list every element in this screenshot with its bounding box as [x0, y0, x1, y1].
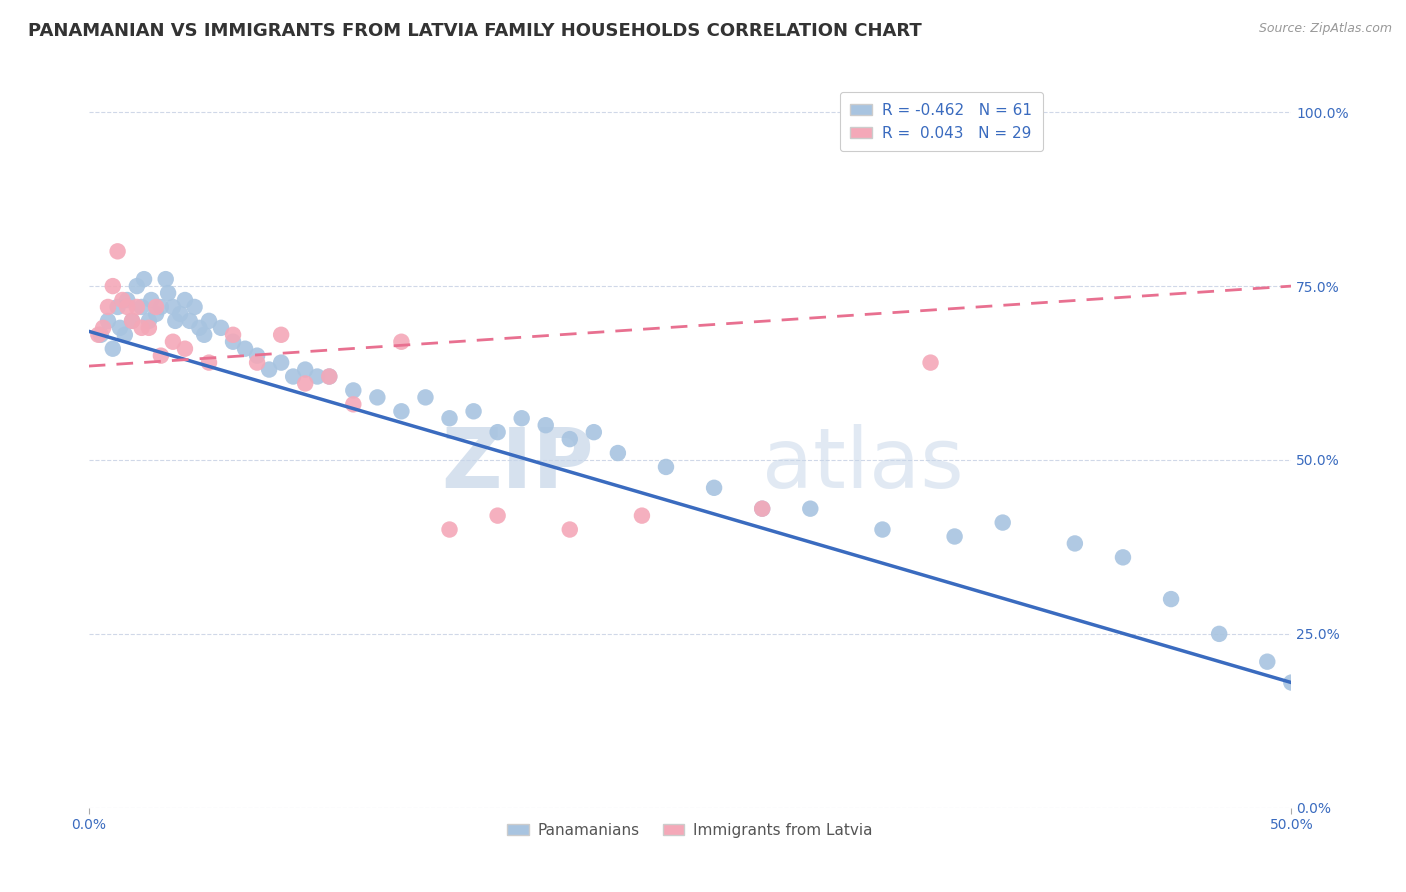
Point [183, 300, 205, 314]
Point [97, 300, 120, 314]
Point [1279, 675, 1302, 690]
Text: ZIP: ZIP [441, 424, 593, 505]
Point [149, 300, 172, 314]
Point [174, 293, 197, 307]
Point [198, 314, 221, 328]
Point [174, 342, 197, 356]
Point [1112, 550, 1135, 565]
Point [558, 432, 581, 446]
Point [486, 508, 509, 523]
Point [534, 418, 557, 433]
Point [209, 321, 232, 335]
Point [233, 342, 256, 356]
Point [179, 314, 201, 328]
Point [169, 307, 191, 321]
Point [115, 293, 138, 307]
Point [366, 390, 388, 404]
Point [246, 349, 269, 363]
Point [149, 349, 172, 363]
Point [270, 356, 292, 370]
Point [157, 286, 180, 301]
Point [138, 321, 160, 335]
Point [270, 327, 292, 342]
Point [222, 327, 245, 342]
Point [87, 327, 110, 342]
Point [558, 523, 581, 537]
Point [222, 334, 245, 349]
Point [141, 293, 163, 307]
Point [439, 523, 461, 537]
Point [193, 327, 215, 342]
Point [439, 411, 461, 425]
Point [162, 334, 184, 349]
Point [1208, 627, 1230, 641]
Point [294, 376, 316, 391]
Point [97, 314, 120, 328]
Point [145, 307, 167, 321]
Point [318, 369, 340, 384]
Point [115, 300, 138, 314]
Point [510, 411, 533, 425]
Point [125, 300, 148, 314]
Point [799, 501, 821, 516]
Legend: Panamanians, Immigrants from Latvia: Panamanians, Immigrants from Latvia [501, 817, 879, 844]
Point [131, 300, 153, 314]
Point [121, 314, 143, 328]
Point [165, 314, 187, 328]
Point [991, 516, 1014, 530]
Point [655, 459, 678, 474]
Point [463, 404, 485, 418]
Point [188, 321, 211, 335]
Point [155, 272, 177, 286]
Point [943, 529, 966, 543]
Point [751, 501, 773, 516]
Point [101, 342, 124, 356]
Point [145, 300, 167, 314]
Point [631, 508, 654, 523]
Text: atlas: atlas [762, 424, 965, 505]
Point [111, 293, 134, 307]
Point [342, 397, 364, 411]
Point [1160, 592, 1182, 607]
Point [342, 384, 364, 398]
Point [486, 425, 509, 439]
Point [162, 300, 184, 314]
Point [107, 300, 129, 314]
Point [90, 327, 112, 342]
Text: PANAMANIAN VS IMMIGRANTS FROM LATVIA FAMILY HOUSEHOLDS CORRELATION CHART: PANAMANIAN VS IMMIGRANTS FROM LATVIA FAM… [28, 22, 922, 40]
Point [257, 362, 280, 376]
Point [108, 321, 131, 335]
Point [920, 356, 942, 370]
Point [606, 446, 628, 460]
Point [307, 369, 329, 384]
Point [318, 369, 340, 384]
Point [91, 321, 114, 335]
Point [582, 425, 605, 439]
Point [101, 279, 124, 293]
Point [246, 356, 269, 370]
Point [125, 279, 148, 293]
Point [131, 321, 153, 335]
Point [138, 314, 160, 328]
Point [107, 244, 129, 259]
Point [121, 314, 143, 328]
Point [391, 404, 413, 418]
Point [1256, 655, 1278, 669]
Point [703, 481, 725, 495]
Point [283, 369, 305, 384]
Point [872, 523, 894, 537]
Point [198, 356, 221, 370]
Text: Source: ZipAtlas.com: Source: ZipAtlas.com [1258, 22, 1392, 36]
Point [294, 362, 316, 376]
Point [1063, 536, 1085, 550]
Point [751, 501, 773, 516]
Point [114, 327, 136, 342]
Point [132, 272, 155, 286]
Point [391, 334, 413, 349]
Point [415, 390, 437, 404]
